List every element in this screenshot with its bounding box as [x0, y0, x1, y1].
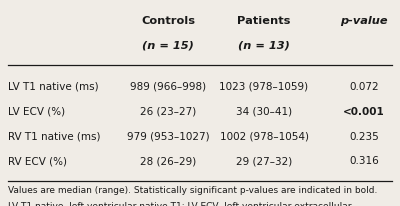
Text: 0.072: 0.072 — [349, 82, 379, 91]
Text: <0.001: <0.001 — [343, 106, 385, 116]
Text: RV ECV (%): RV ECV (%) — [8, 156, 67, 166]
Text: 28 (26–29): 28 (26–29) — [140, 156, 196, 166]
Text: 1023 (978–1059): 1023 (978–1059) — [220, 82, 308, 91]
Text: LV T1 native, left ventricular native T1; LV ECV, left ventricular extracellular: LV T1 native, left ventricular native T1… — [8, 201, 352, 206]
Text: (n = 13): (n = 13) — [238, 40, 290, 50]
Text: 1002 (978–1054): 1002 (978–1054) — [220, 131, 308, 141]
Text: Controls: Controls — [141, 16, 195, 26]
Text: 989 (966–998): 989 (966–998) — [130, 82, 206, 91]
Text: 0.316: 0.316 — [349, 156, 379, 166]
Text: 34 (30–41): 34 (30–41) — [236, 106, 292, 116]
Text: 26 (23–27): 26 (23–27) — [140, 106, 196, 116]
Text: Values are median (range). Statistically significant p-values are indicated in b: Values are median (range). Statistically… — [8, 185, 377, 194]
Text: 979 (953–1027): 979 (953–1027) — [127, 131, 209, 141]
Text: p-value: p-value — [340, 16, 388, 26]
Text: 0.235: 0.235 — [349, 131, 379, 141]
Text: RV T1 native (ms): RV T1 native (ms) — [8, 131, 100, 141]
Text: 29 (27–32): 29 (27–32) — [236, 156, 292, 166]
Text: LV T1 native (ms): LV T1 native (ms) — [8, 82, 99, 91]
Text: LV ECV (%): LV ECV (%) — [8, 106, 65, 116]
Text: (n = 15): (n = 15) — [142, 40, 194, 50]
Text: Patients: Patients — [237, 16, 291, 26]
